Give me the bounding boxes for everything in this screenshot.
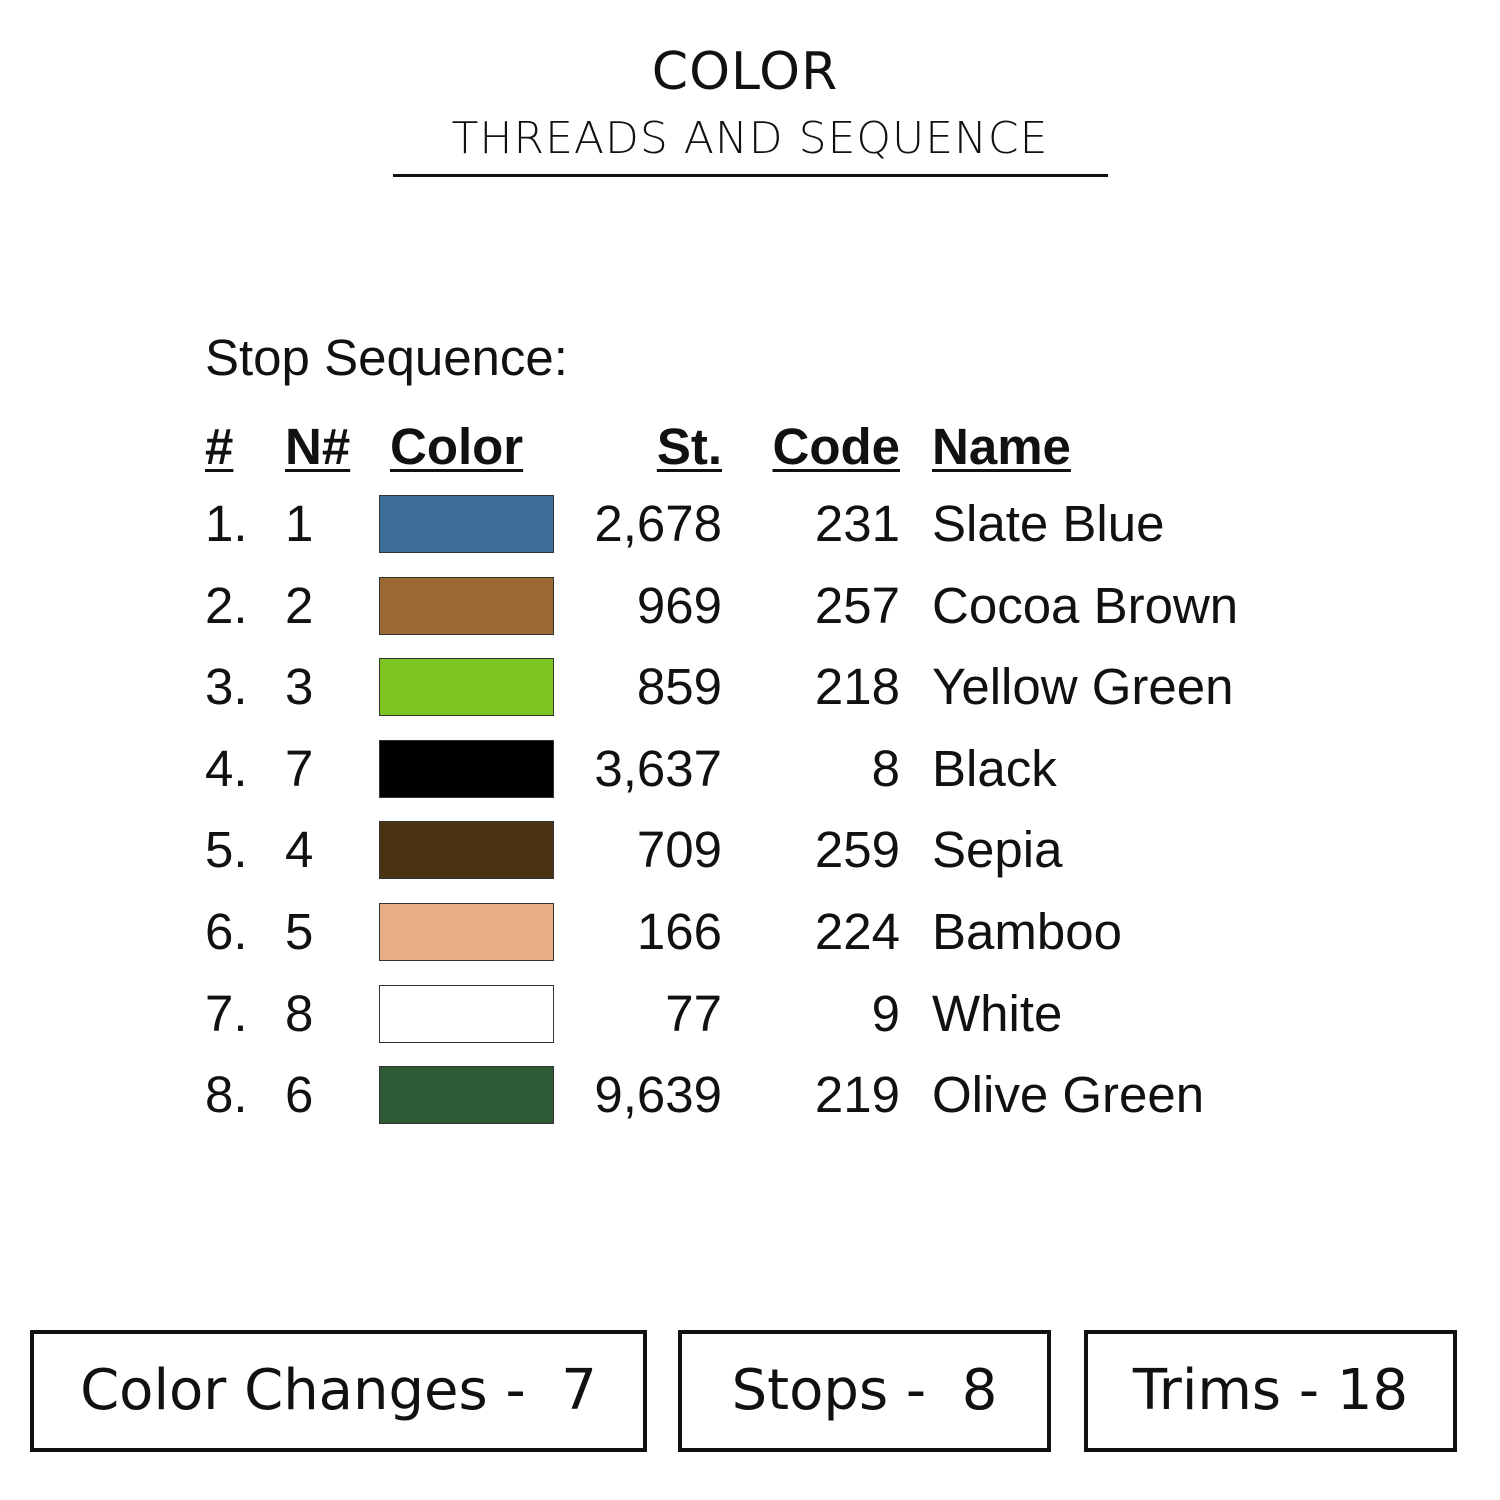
needle-number: 1 [285, 495, 314, 552]
stops-box: Stops - 8 [678, 1330, 1051, 1452]
color-swatch [379, 495, 554, 553]
table-row: 8. 6 9,639 219 Olive Green [0, 1054, 1500, 1136]
row-number: 1. [205, 495, 248, 552]
needle-number: 4 [285, 821, 314, 879]
stop-sequence-label: Stop Sequence: [205, 329, 568, 386]
page-subtitle: THREADS AND SEQUENCE [451, 113, 1049, 164]
thread-name: Olive Green [932, 1066, 1205, 1124]
color-swatch [379, 658, 554, 717]
table-header: # N# Color St. Code Name [0, 406, 1500, 488]
header-color: Color [390, 418, 524, 475]
row-number: 2. [205, 576, 248, 634]
thread-code: 219 [814, 1066, 900, 1124]
thread-name: Sepia [932, 821, 1063, 879]
thread-name: Slate Blue [932, 495, 1165, 552]
thread-name: Black [932, 739, 1057, 797]
thread-name: Bamboo [932, 903, 1122, 960]
needle-number: 8 [285, 984, 314, 1042]
thread-code: 218 [814, 658, 900, 716]
header-num: # [205, 418, 234, 475]
thread-code: 9 [871, 984, 900, 1042]
thread-name: White [932, 984, 1063, 1042]
header-stitches: St. [656, 418, 722, 475]
row-number: 7. [205, 984, 248, 1042]
stitch-count: 77 [665, 984, 722, 1042]
row-number: 3. [205, 658, 248, 716]
needle-number: 5 [285, 903, 314, 960]
table-row: 4. 7 3,637 8 Black [0, 728, 1500, 810]
thread-code: 224 [814, 903, 900, 960]
row-number: 5. [205, 821, 248, 879]
table-row: 7. 8 77 9 White [0, 973, 1500, 1055]
stitch-count: 166 [636, 903, 722, 960]
stitch-count: 3,637 [594, 739, 722, 797]
stitch-count: 2,678 [594, 495, 722, 552]
color-swatch [379, 576, 554, 635]
header-name: Name [932, 418, 1071, 475]
color-swatch [379, 984, 554, 1043]
header-code: Code [772, 418, 901, 475]
table-row: 3. 3 859 218 Yellow Green [0, 646, 1500, 728]
color-changes-box: Color Changes - 7 [30, 1330, 647, 1452]
table-row: 5. 4 709 259 Sepia [0, 809, 1500, 891]
page-title: COLOR [651, 42, 839, 102]
needle-number: 2 [285, 576, 314, 634]
stitch-count: 859 [636, 658, 722, 716]
row-number: 4. [205, 739, 248, 797]
color-swatch [379, 1066, 554, 1125]
title-underline [393, 174, 1108, 177]
table-row: 1. 1 2,678 231 Slate Blue [0, 483, 1500, 565]
header-needle: N# [285, 418, 351, 475]
needle-number: 6 [285, 1066, 314, 1124]
thread-name: Yellow Green [932, 658, 1234, 716]
needle-number: 3 [285, 658, 314, 716]
needle-number: 7 [285, 739, 314, 797]
color-swatch [379, 821, 554, 880]
thread-code: 8 [871, 739, 900, 797]
color-swatch [379, 739, 554, 798]
thread-code: 231 [814, 495, 900, 552]
stitch-count: 9,639 [594, 1066, 722, 1124]
table-row: 6. 5 166 224 Bamboo [0, 891, 1500, 973]
thread-name: Cocoa Brown [932, 576, 1239, 634]
row-number: 6. [205, 903, 248, 960]
color-swatch [379, 903, 554, 961]
row-number: 8. [205, 1066, 248, 1124]
stitch-count: 969 [636, 576, 722, 634]
stitch-count: 709 [636, 821, 722, 879]
trims-box: Trims - 18 [1084, 1330, 1457, 1452]
thread-code: 259 [814, 821, 900, 879]
thread-code: 257 [814, 576, 900, 634]
table-row: 2. 2 969 257 Cocoa Brown [0, 565, 1500, 647]
